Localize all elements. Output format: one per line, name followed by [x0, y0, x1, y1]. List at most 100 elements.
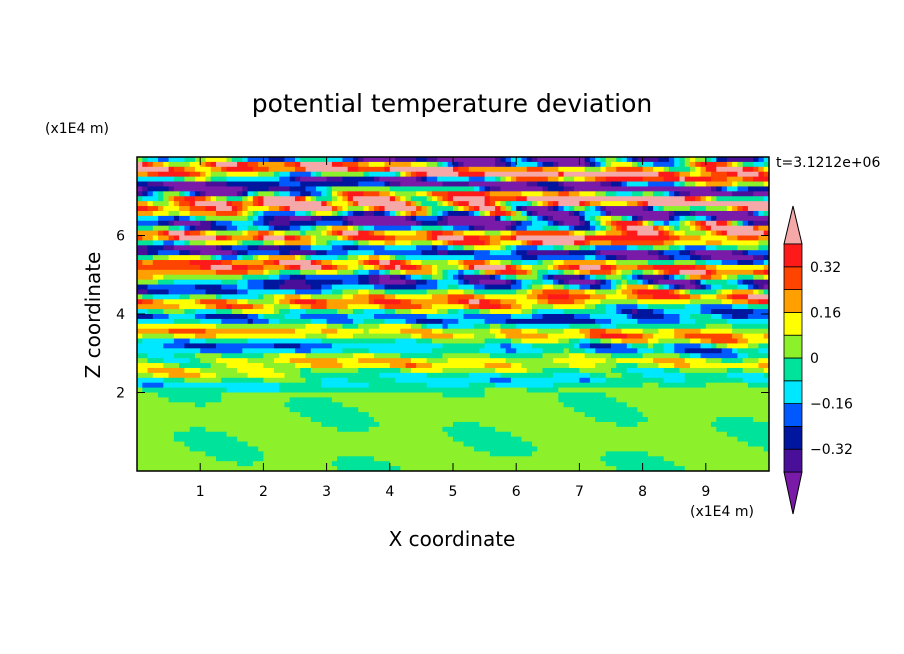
field-cell [300, 343, 333, 349]
field-cell [668, 284, 675, 291]
field-cell [737, 284, 749, 291]
field-cell [747, 284, 754, 291]
field-cell [753, 289, 760, 295]
field-cell [521, 264, 533, 271]
field-cell [384, 304, 422, 310]
field-cell [263, 201, 322, 207]
field-cell [753, 191, 769, 197]
field-cell [395, 294, 433, 300]
field-cell [137, 309, 149, 315]
field-cell [568, 289, 586, 295]
field-cell [321, 191, 328, 197]
field-cell [221, 284, 238, 291]
field-cell [137, 294, 143, 300]
field-cell [684, 466, 769, 471]
field-cell [605, 392, 769, 399]
field-cell [568, 225, 575, 232]
field-cell [537, 446, 765, 452]
field-cell [421, 323, 428, 330]
field-cell [542, 274, 549, 281]
field-cell [453, 166, 459, 173]
field-cell [542, 166, 559, 173]
field-cell [695, 220, 702, 227]
field-cell [463, 314, 512, 320]
field-cell [558, 392, 607, 399]
field-cell [579, 343, 591, 349]
field-cell [352, 309, 365, 315]
field-cell [363, 309, 386, 315]
field-cell [484, 387, 528, 394]
field-cell [363, 264, 375, 271]
field-cell [500, 343, 512, 349]
field-cell [653, 343, 665, 349]
field-cell [526, 269, 533, 276]
field-cell [352, 353, 375, 359]
field-cell [247, 284, 264, 291]
field-cell [295, 235, 301, 242]
field-cell [468, 372, 501, 379]
field-cell [326, 240, 333, 246]
field-cell [200, 367, 238, 374]
field-cell [358, 260, 365, 266]
field-cell [568, 230, 575, 237]
field-cell [516, 210, 523, 217]
field-cell [179, 201, 191, 207]
field-cell [289, 304, 301, 310]
field-cell [510, 250, 517, 256]
x-tick-label: 3 [322, 484, 331, 500]
field-cell [574, 343, 580, 349]
field-cell [389, 255, 396, 261]
field-cell [679, 367, 728, 374]
field-cell [763, 255, 769, 261]
field-cell [437, 245, 449, 251]
field-cell [237, 210, 243, 217]
field-cell [137, 299, 143, 305]
field-cell [526, 206, 549, 212]
field-cell [158, 279, 175, 286]
field-cell [663, 284, 670, 291]
field-cell [763, 196, 769, 202]
field-cell [337, 328, 365, 335]
field-cell [442, 196, 449, 202]
field-cell [358, 161, 370, 168]
field-cell [553, 382, 644, 389]
field-cell [189, 250, 201, 256]
field-cell [258, 225, 270, 232]
field-cell [173, 279, 222, 286]
field-cell [447, 309, 459, 315]
field-cell [216, 456, 264, 462]
field-cell [532, 304, 554, 310]
field-cell [168, 210, 180, 217]
field-cell [453, 240, 486, 246]
field-cell [537, 299, 549, 305]
field-cell [684, 230, 707, 237]
field-cell [705, 215, 712, 222]
field-cell [410, 299, 449, 305]
field-cell [137, 367, 149, 374]
field-cell [305, 333, 328, 340]
field-cell [663, 456, 769, 462]
field-cell [621, 215, 628, 222]
field-cell [347, 235, 354, 242]
field-cell [374, 264, 380, 271]
field-cell [500, 215, 507, 222]
field-cell [300, 225, 312, 232]
field-cell [637, 304, 649, 310]
field-cell [526, 367, 544, 374]
field-cell [184, 230, 191, 237]
field-cell [595, 215, 602, 222]
field-cell [532, 240, 544, 246]
field-cell [589, 201, 602, 207]
field-cell [632, 191, 644, 197]
field-cell [289, 309, 307, 315]
field-cell [310, 304, 328, 310]
field-cell [474, 284, 486, 291]
field-cell [326, 176, 343, 183]
field-cell [337, 264, 349, 271]
field-cell [495, 157, 501, 163]
field-cell [242, 191, 249, 197]
field-cell [763, 372, 769, 379]
field-cell [205, 157, 228, 163]
field-cell [690, 338, 702, 345]
field-cell [495, 269, 501, 276]
